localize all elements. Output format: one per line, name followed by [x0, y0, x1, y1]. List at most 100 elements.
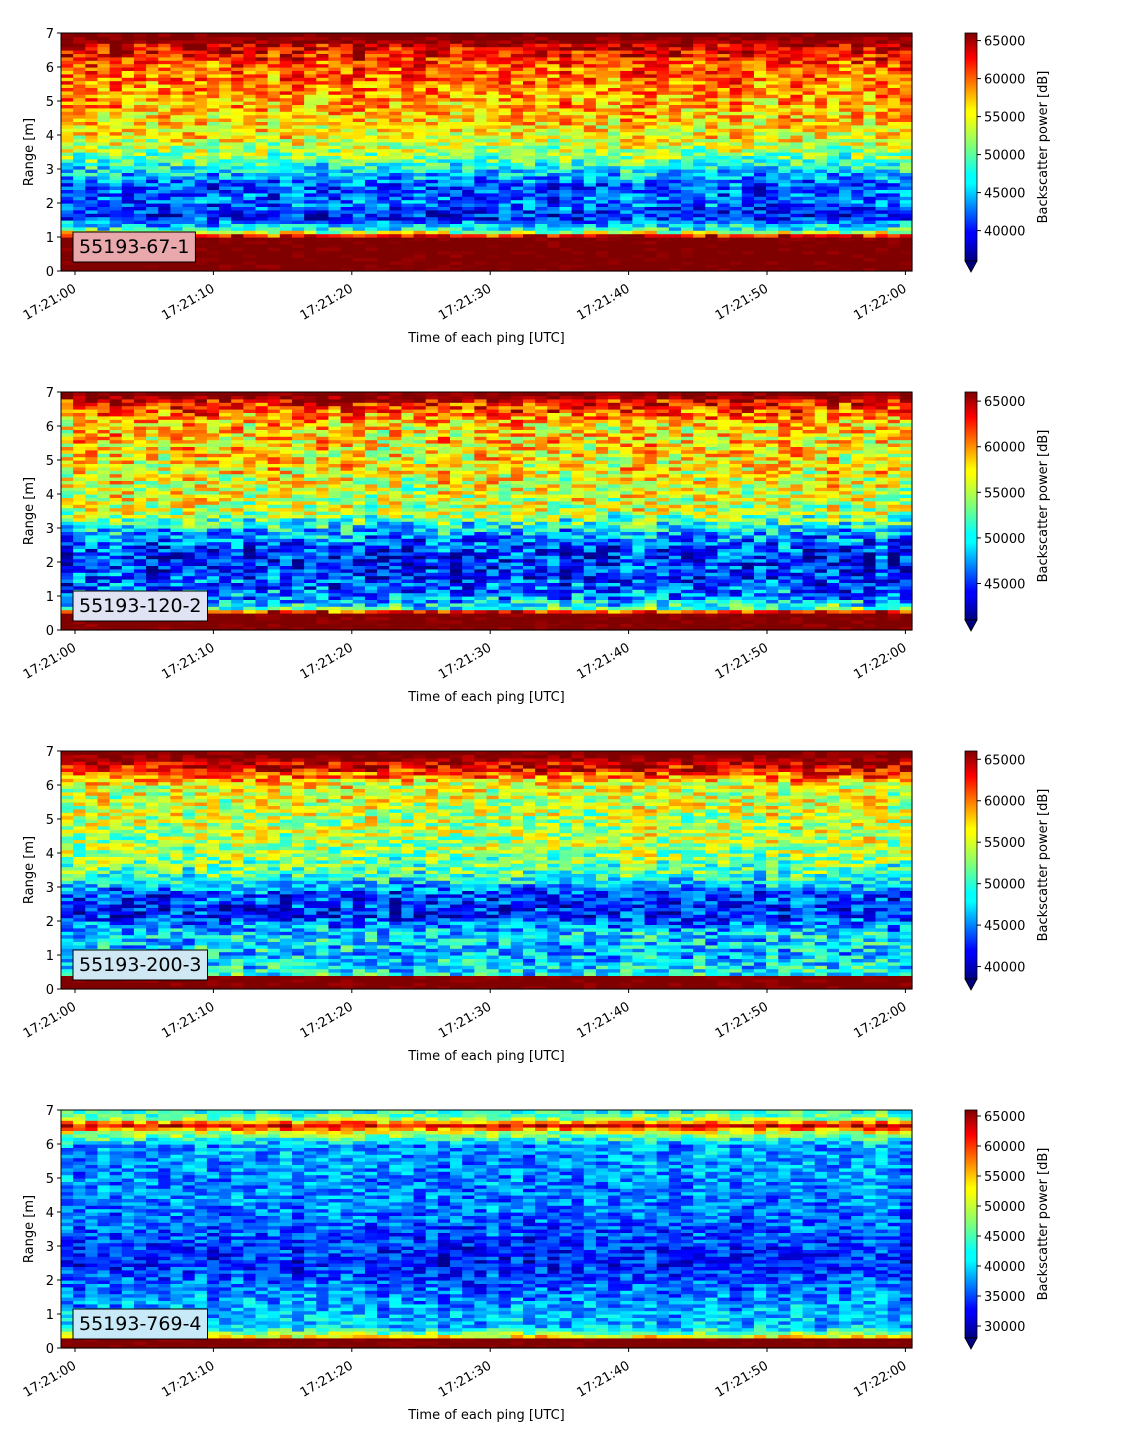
heatmap-cell [863, 114, 877, 119]
heatmap-cell [620, 135, 633, 139]
heatmap-cell [705, 206, 719, 211]
heatmap-cell [279, 199, 293, 204]
heatmap-cell [705, 33, 719, 37]
heatmap-cell [328, 145, 342, 150]
heatmap-cell [328, 87, 342, 92]
heatmap-cell [632, 67, 646, 71]
heatmap-cell [802, 206, 816, 211]
heatmap-cell [522, 165, 536, 170]
heatmap-cell [158, 36, 172, 41]
heatmap-cell [462, 243, 475, 248]
heatmap-cell [510, 165, 524, 170]
heatmap-cell [693, 230, 706, 235]
heatmap-cell [571, 107, 585, 112]
heatmap-cell [389, 84, 402, 88]
heatmap-cell [875, 39, 889, 44]
heatmap-cell [608, 216, 621, 221]
heatmap-cell [255, 243, 269, 248]
heatmap-cell [267, 50, 281, 54]
heatmap-cell [522, 46, 536, 51]
heatmap-cell [620, 240, 633, 245]
heatmap-cell [814, 155, 828, 160]
heatmap-cell [291, 233, 305, 238]
heatmap-cell [839, 145, 852, 150]
heatmap-cell [450, 73, 463, 78]
heatmap-cell [814, 94, 828, 99]
heatmap-cell [158, 223, 172, 228]
heatmap-cell [352, 175, 366, 180]
heatmap-cell [839, 114, 852, 119]
heatmap-cell [304, 145, 317, 150]
heatmap-cell [826, 162, 840, 167]
heatmap-cell [279, 56, 293, 61]
heatmap-cell [243, 145, 257, 150]
heatmap-cell [632, 179, 646, 184]
heatmap-cell [583, 67, 597, 71]
heatmap-cell [364, 162, 378, 167]
heatmap-cell [681, 175, 694, 180]
heatmap-cell [595, 60, 609, 65]
heatmap-cell [158, 264, 172, 269]
heatmap-cell [535, 220, 548, 224]
heatmap-cell [535, 107, 548, 112]
heatmap-cell [547, 90, 561, 95]
heatmap-cell [206, 257, 220, 262]
heatmap-cell [535, 97, 548, 102]
heatmap-cell [328, 135, 342, 139]
heatmap-cell [352, 226, 366, 231]
heatmap-cell [61, 73, 74, 78]
heatmap-cell [522, 36, 536, 41]
heatmap-cell [851, 53, 864, 58]
heatmap-cell [729, 254, 743, 258]
heatmap-cell [741, 172, 755, 177]
heatmap-cell [304, 94, 317, 99]
heatmap-cell [851, 124, 864, 129]
heatmap-cell [437, 175, 451, 180]
heatmap-cell [85, 101, 99, 105]
heatmap-cell [887, 213, 901, 218]
heatmap-cell [559, 206, 573, 211]
heatmap-cell [668, 257, 682, 262]
heatmap-cell [413, 128, 427, 133]
heatmap-cell [328, 230, 342, 235]
heatmap-cell [61, 84, 74, 88]
heatmap-cell [656, 220, 670, 224]
heatmap-cell [255, 186, 269, 190]
heatmap-cell [729, 104, 743, 109]
heatmap-cell [717, 172, 731, 177]
heatmap-cell [510, 216, 524, 221]
heatmap-cell [486, 254, 500, 258]
heatmap-cell [741, 223, 755, 228]
heatmap-cell [73, 196, 86, 201]
heatmap-cell [413, 131, 427, 136]
heatmap-cell [304, 77, 317, 82]
heatmap-cell [753, 90, 767, 95]
heatmap-cell [729, 73, 743, 78]
heatmap-cell [656, 230, 670, 235]
heatmap-cell [364, 169, 378, 173]
heatmap-cell [644, 213, 658, 218]
heatmap-cell [717, 77, 731, 82]
heatmap-cell [510, 46, 524, 51]
heatmap-cell [644, 36, 658, 41]
heatmap-cell [498, 128, 512, 133]
heatmap-cell [304, 152, 317, 156]
heatmap-cell [73, 53, 86, 58]
heatmap-cell [498, 33, 512, 37]
heatmap-cell [133, 67, 147, 71]
heatmap-cell [291, 87, 305, 92]
heatmap-cell [498, 148, 512, 153]
heatmap-cell [839, 135, 852, 139]
heatmap-cell [717, 87, 731, 92]
heatmap-cell [389, 97, 402, 102]
heatmap-cell [778, 233, 792, 238]
heatmap-cell [304, 186, 317, 190]
heatmap-cell [146, 70, 159, 75]
heatmap-cell [291, 264, 305, 269]
heatmap-cell [717, 247, 731, 252]
heatmap-cell [802, 213, 816, 218]
heatmap-cell [802, 152, 816, 156]
heatmap-cell [170, 165, 184, 170]
heatmap-cell [668, 206, 682, 211]
heatmap-cell [851, 70, 864, 75]
